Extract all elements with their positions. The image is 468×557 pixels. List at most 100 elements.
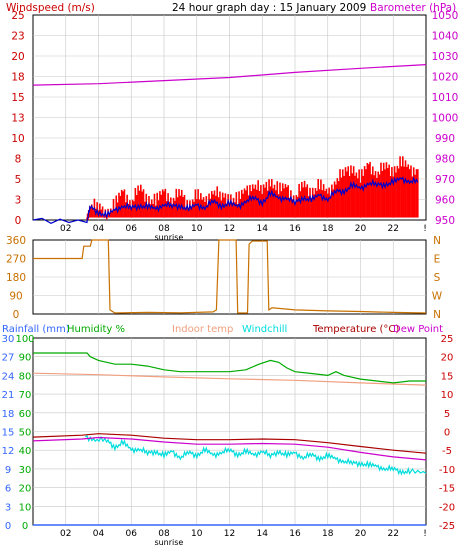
direction-grid <box>33 240 426 314</box>
rainfall-tick-labels: 0 3 6 9 12 15 18 21 24 27 30 <box>2 334 15 532</box>
tick-label: 20 <box>11 51 24 63</box>
x-tick-label: 18 <box>322 224 334 234</box>
tick-label: 90 <box>9 291 22 303</box>
direction-series <box>33 239 427 314</box>
x-tick-label: 10 <box>191 224 203 234</box>
tick-label: 990 <box>435 133 455 145</box>
temp-grid <box>33 338 426 525</box>
chart-title: 24 hour graph day : 15 January 2009 <box>172 2 366 14</box>
legend-indoor-temp: Indoor temp <box>172 324 233 335</box>
indoor-temp-line <box>32 372 427 386</box>
x-tick-label: 22 <box>388 529 399 539</box>
humidity-line <box>33 352 426 384</box>
tick-label: 70 <box>19 390 32 401</box>
tick-label: 0 <box>13 309 20 321</box>
x-tick-label: 20 <box>355 224 367 234</box>
wind-series <box>32 64 427 224</box>
tick-label: 0 <box>15 215 22 227</box>
windchill-line <box>85 434 427 476</box>
tick-label: 6 <box>5 484 11 495</box>
x-tick-label: 14 <box>257 529 269 539</box>
direction-degree-labels: 0 90 180 270 360 <box>6 235 26 321</box>
tick-label: 270 <box>6 254 26 266</box>
tick-label: 10 <box>19 502 32 513</box>
tick-label: 10 <box>441 390 454 401</box>
wind-average-line <box>32 176 419 224</box>
legend-rainfall: Rainfall (mm) <box>2 324 70 335</box>
tick-label: 1010 <box>432 92 459 104</box>
x-tick-label: ! <box>423 224 427 234</box>
tick-label: 25 <box>441 334 454 345</box>
barometer-tick-labels: 950 960 970 980 990 1000 1010 1020 1030 1040 1050 <box>432 10 459 227</box>
tick-label: 15 <box>11 92 24 104</box>
tick-label: 3 <box>15 195 22 207</box>
tick-label: 25 <box>11 10 24 22</box>
sunrise-label: sunrise <box>154 233 183 242</box>
tick-label: 1040 <box>432 31 459 43</box>
temp-series <box>32 352 427 526</box>
tick-label: 15 <box>441 371 454 382</box>
x-tick-label: 20 <box>355 529 367 539</box>
x-tick-label: ! <box>423 529 427 539</box>
x-tick-labels-bottom: 02 04 06 08 10 12 14 16 18 20 22 ! sunrise <box>60 529 427 547</box>
tick-label: 18 <box>11 72 24 84</box>
wind-grid <box>33 15 426 220</box>
tick-label: 18 <box>2 409 15 420</box>
tick-label: 180 <box>6 272 26 284</box>
tick-label: 13 <box>11 113 24 125</box>
tick-label: E <box>434 254 441 266</box>
tick-label: 980 <box>435 154 455 166</box>
x-tick-label: 16 <box>289 529 301 539</box>
tick-label: N <box>433 235 441 247</box>
tick-label: 970 <box>435 174 455 186</box>
tick-label: 1000 <box>432 113 459 125</box>
tick-label: 12 <box>2 446 15 457</box>
tick-label: 24 <box>2 371 15 382</box>
x-tick-label: 18 <box>322 529 334 539</box>
tick-label: 950 <box>435 215 455 227</box>
temperature-line <box>32 433 427 454</box>
x-tick-label: 14 <box>257 224 269 234</box>
tick-label: 8 <box>15 154 22 166</box>
tick-label: 100 <box>15 334 34 345</box>
tick-label: 60 <box>19 409 32 420</box>
tick-label: 90 <box>19 353 32 364</box>
x-tick-label: 10 <box>191 529 203 539</box>
tick-label: 0 <box>5 521 11 532</box>
tick-label: 5 <box>15 174 22 186</box>
tick-label: 80 <box>19 371 32 382</box>
tick-label: 960 <box>435 195 455 207</box>
x-tick-label: 04 <box>93 224 105 234</box>
legend-dew-point: Dew Point <box>393 324 443 335</box>
x-tick-label: 12 <box>224 224 235 234</box>
tick-label: -10 <box>439 465 455 476</box>
barometer-line <box>32 64 427 86</box>
temperature-tick-labels: 25 20 15 10 5 0 -5 -10 -15 -20 -25 <box>439 334 455 532</box>
tick-label: 23 <box>11 31 24 43</box>
tick-label: 20 <box>19 484 32 495</box>
tick-label: W <box>432 291 443 303</box>
tick-label: N <box>433 309 441 321</box>
x-tick-label: 06 <box>126 529 138 539</box>
tick-label: 21 <box>2 390 15 401</box>
dew-point-line <box>32 436 427 461</box>
tick-label: 1030 <box>432 51 459 63</box>
x-tick-label: 16 <box>289 224 301 234</box>
tick-label: 9 <box>5 465 11 476</box>
x-tick-label: 04 <box>93 529 105 539</box>
legend-temperature: Temperature (°C) <box>312 324 399 335</box>
tick-label: 10 <box>11 133 24 145</box>
tick-label: 0 <box>22 521 28 532</box>
tick-label: 0 <box>444 428 450 439</box>
tick-label: 3 <box>5 502 11 513</box>
x-tick-label: 06 <box>126 224 138 234</box>
x-tick-label: 02 <box>60 224 71 234</box>
tick-label: -15 <box>439 484 455 495</box>
tick-label: 1050 <box>432 10 459 22</box>
tick-label: 5 <box>444 409 450 420</box>
x-tick-label: 12 <box>224 529 235 539</box>
x-tick-label: 08 <box>158 529 170 539</box>
sunrise-label: sunrise <box>154 538 183 547</box>
tick-label: 360 <box>6 235 26 247</box>
tick-label: 40 <box>19 446 32 457</box>
